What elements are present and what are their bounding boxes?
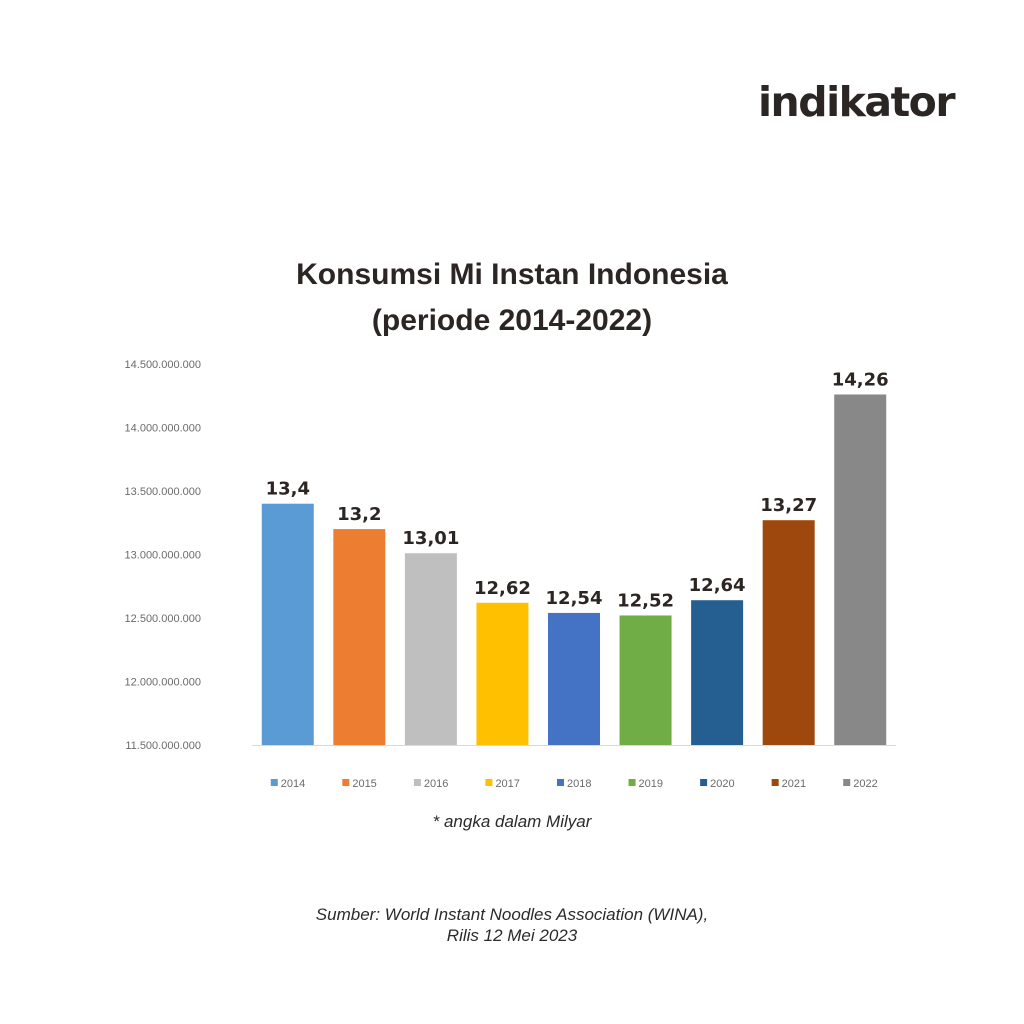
- legend-label: 2015: [352, 778, 376, 790]
- legend-label: 2021: [782, 778, 806, 790]
- y-tick-label: 13.500.000.000: [125, 486, 201, 498]
- data-label-2017: 12,62: [474, 578, 531, 599]
- y-tick-label: 14.500.000.000: [125, 359, 201, 371]
- legend-item-2021: 2021: [771, 778, 806, 790]
- y-axis-ticks: 11.500.000.000 12.000.000.000 12.500.000.0…: [125, 359, 201, 752]
- data-labels-group: 13,4 13,2 13,01 12,62 12,54 12,52 12,64 13,27 14…: [266, 369, 889, 611]
- legend: 2014 2015 2016 2017 2018 2019 2020 2021 2022: [270, 778, 878, 790]
- bar-2017: [476, 602, 529, 745]
- legend-item-2022: 2022: [843, 778, 878, 790]
- legend-label: 2022: [853, 778, 877, 790]
- bar-2022: [834, 394, 887, 745]
- data-label-2014: 13,4: [266, 479, 310, 500]
- legend-swatch: [342, 779, 350, 786]
- bar-2015: [333, 529, 386, 745]
- data-label-2016: 13,01: [402, 528, 459, 549]
- chart-title-block: Konsumsi Mi Instan Indonesia (periode 20…: [0, 252, 1024, 344]
- data-label-2015: 13,2: [337, 504, 381, 525]
- data-label-2019: 12,52: [617, 590, 674, 611]
- legend-item-2019: 2019: [628, 778, 663, 790]
- legend-item-2020: 2020: [700, 778, 735, 790]
- data-label-2020: 12,64: [689, 575, 746, 596]
- legend-label: 2016: [424, 778, 448, 790]
- data-label-2018: 12,54: [546, 588, 603, 609]
- y-tick-label: 13.000.000.000: [125, 550, 201, 562]
- data-label-2021: 13,27: [760, 495, 817, 516]
- chart-title: Konsumsi Mi Instan Indonesia: [296, 258, 728, 291]
- legend-swatch: [557, 779, 564, 786]
- legend-label: 2020: [710, 778, 734, 790]
- legend-swatch: [485, 779, 493, 786]
- legend-label: 2018: [567, 778, 591, 790]
- legend-swatch: [270, 779, 278, 786]
- legend-swatch: [413, 779, 421, 786]
- legend-item-2017: 2017: [485, 778, 520, 790]
- legend-item-2014: 2014: [270, 778, 305, 790]
- bar-2018: [548, 612, 600, 745]
- legend-item-2015: 2015: [342, 778, 377, 790]
- bar-2016: [404, 553, 457, 745]
- legend-swatch: [700, 779, 708, 786]
- bar-2014: [261, 503, 314, 745]
- source-line-2: Rilis 12 Mei 2023: [446, 926, 578, 945]
- brand-logo: indikator: [758, 78, 956, 126]
- data-label-2022: 14,26: [832, 369, 889, 390]
- bar-2020: [691, 600, 744, 745]
- unit-note: * angka dalam Milyar: [432, 812, 592, 831]
- legend-label: 2014: [281, 778, 305, 790]
- source-note: Sumber: World Instant Noodles Associatio…: [0, 904, 1024, 946]
- chart-subtitle: (periode 2014-2022): [371, 304, 653, 337]
- legend-item-2016: 2016: [413, 778, 448, 790]
- bar-2019: [619, 615, 672, 745]
- bars-group: [261, 394, 887, 745]
- y-tick-label: 12.500.000.000: [125, 613, 201, 625]
- legend-swatch: [843, 779, 851, 786]
- legend-swatch: [771, 779, 779, 786]
- legend-item-2018: 2018: [557, 778, 591, 790]
- y-tick-label: 12.000.000.000: [125, 677, 201, 689]
- bar-2021: [762, 520, 815, 745]
- legend-swatch: [628, 779, 636, 786]
- source-line-1: Sumber: World Instant Noodles Associatio…: [315, 905, 709, 924]
- y-tick-label: 11.500.000.000: [125, 740, 201, 752]
- legend-label: 2019: [639, 778, 663, 790]
- y-tick-label: 14.000.000.000: [125, 423, 201, 435]
- legend-label: 2017: [495, 778, 519, 790]
